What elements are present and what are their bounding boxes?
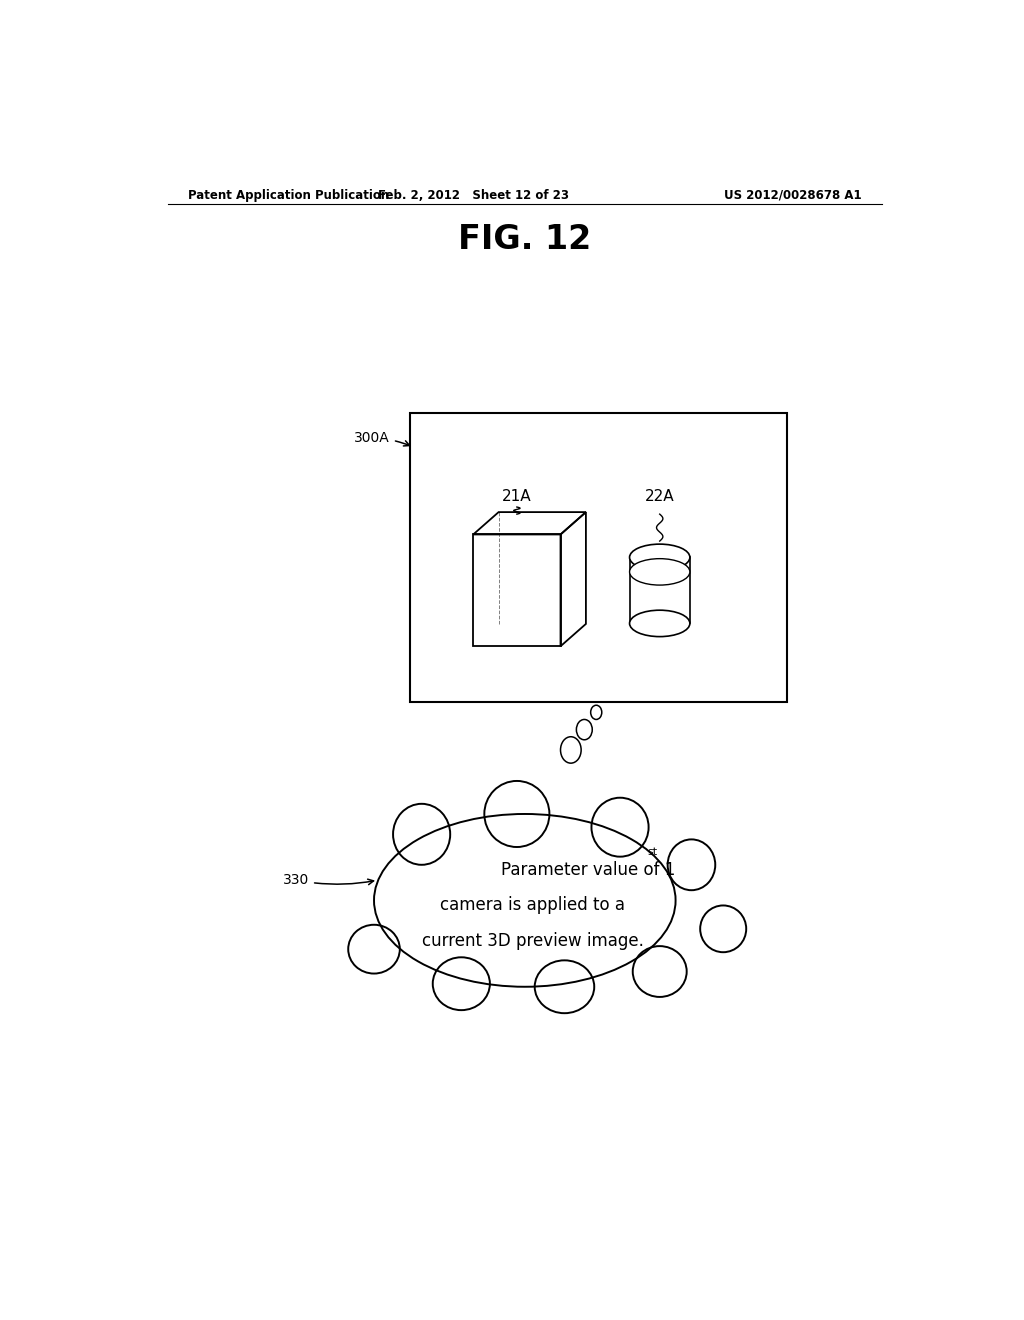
Circle shape bbox=[560, 737, 582, 763]
Text: st: st bbox=[648, 846, 658, 857]
Text: Feb. 2, 2012   Sheet 12 of 23: Feb. 2, 2012 Sheet 12 of 23 bbox=[378, 189, 568, 202]
Text: 22A: 22A bbox=[645, 488, 675, 504]
Ellipse shape bbox=[630, 558, 690, 585]
Ellipse shape bbox=[630, 544, 690, 570]
Ellipse shape bbox=[630, 610, 690, 636]
Ellipse shape bbox=[535, 961, 594, 1014]
Bar bbox=[630, 557, 690, 623]
Ellipse shape bbox=[633, 946, 687, 997]
Ellipse shape bbox=[348, 925, 399, 974]
Bar bbox=[410, 412, 786, 702]
Text: FIG. 12: FIG. 12 bbox=[458, 223, 592, 256]
Ellipse shape bbox=[374, 814, 676, 987]
Text: 330: 330 bbox=[283, 873, 374, 887]
Ellipse shape bbox=[393, 804, 451, 865]
Text: Patent Application Publication: Patent Application Publication bbox=[187, 189, 389, 202]
Ellipse shape bbox=[592, 797, 648, 857]
Ellipse shape bbox=[433, 957, 489, 1010]
Ellipse shape bbox=[700, 906, 746, 952]
Text: camera is applied to a: camera is applied to a bbox=[440, 896, 626, 915]
Ellipse shape bbox=[668, 840, 716, 890]
Ellipse shape bbox=[484, 781, 550, 847]
Circle shape bbox=[577, 719, 592, 739]
Circle shape bbox=[591, 705, 602, 719]
Text: current 3D preview image.: current 3D preview image. bbox=[422, 932, 644, 950]
Text: 300A: 300A bbox=[354, 430, 410, 446]
Text: Parameter value of 1: Parameter value of 1 bbox=[501, 861, 676, 879]
Text: 21A: 21A bbox=[502, 488, 531, 504]
Text: US 2012/0028678 A1: US 2012/0028678 A1 bbox=[724, 189, 862, 202]
